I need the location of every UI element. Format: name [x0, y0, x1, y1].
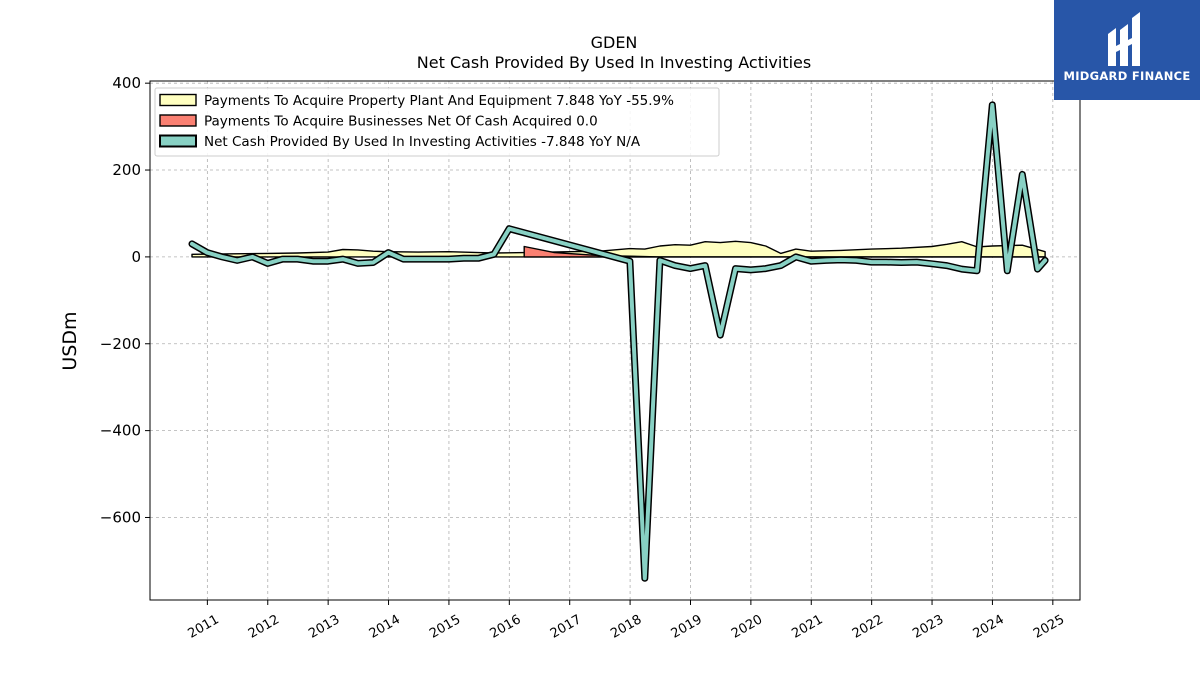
legend-swatch: [159, 134, 197, 148]
y-tick-label: 200: [112, 161, 141, 179]
legend-swatch: [159, 114, 197, 127]
x-axis: 2011 2012 2013 2014 2015 2016 2017 2018 2019 2020…: [186, 600, 1067, 642]
chart-title: GDEN: [591, 33, 638, 52]
x-tick-label: 2019: [669, 612, 705, 642]
x-tick-label: 2013: [306, 612, 342, 642]
x-tick-label: 2015: [427, 612, 463, 642]
x-tick-label: 2011: [186, 612, 222, 642]
legend-label: Payments To Acquire Property Plant And E…: [204, 93, 674, 109]
logo-text: MIDGARD FINANCE: [1063, 69, 1191, 83]
y-tick-label: 400: [112, 74, 141, 92]
x-tick-label: 2024: [971, 612, 1007, 642]
y-tick-label: −200: [100, 335, 141, 353]
series-net-investing-line: [190, 102, 1048, 581]
x-tick-label: 2021: [789, 612, 825, 642]
legend-label: Payments To Acquire Businesses Net Of Ca…: [204, 114, 598, 130]
x-tick-label: 2025: [1031, 612, 1067, 642]
grid: [150, 81, 1080, 600]
legend-label: Net Cash Provided By Used In Investing A…: [204, 134, 641, 150]
x-tick-label: 2016: [487, 612, 523, 642]
x-tick-label: 2012: [246, 612, 282, 642]
plot-frame: [149, 80, 1081, 601]
x-tick-label: 2014: [367, 612, 403, 642]
brand-logo: MIDGARD FINANCE: [1054, 0, 1200, 100]
y-tick-label: −400: [100, 422, 141, 440]
legend-swatch: [159, 93, 197, 107]
series-acquisitions-area: [523, 245, 1046, 258]
x-tick-label: 2022: [850, 612, 886, 642]
series-ppe-area: [191, 240, 1046, 258]
y-tick-label: 0: [131, 248, 141, 266]
logo-mark-icon: [1108, 12, 1140, 66]
y-axis-label: USDm: [59, 311, 81, 370]
x-tick-label: 2020: [729, 612, 765, 642]
x-tick-label: 2018: [608, 612, 644, 642]
y-tick-label: −600: [100, 508, 141, 526]
legend-frame: [154, 87, 720, 157]
chart-subtitle: Net Cash Provided By Used In Investing A…: [417, 53, 811, 72]
series-net-investing-outline: [188, 101, 1049, 582]
series-layer: [188, 101, 1049, 582]
x-tick-label: 2017: [548, 612, 584, 642]
y-axis: 400 200 0 −200 −400 −600: [100, 74, 150, 526]
legend: Payments To Acquire Property Plant And E…: [154, 87, 720, 157]
x-tick-label: 2023: [910, 612, 946, 642]
